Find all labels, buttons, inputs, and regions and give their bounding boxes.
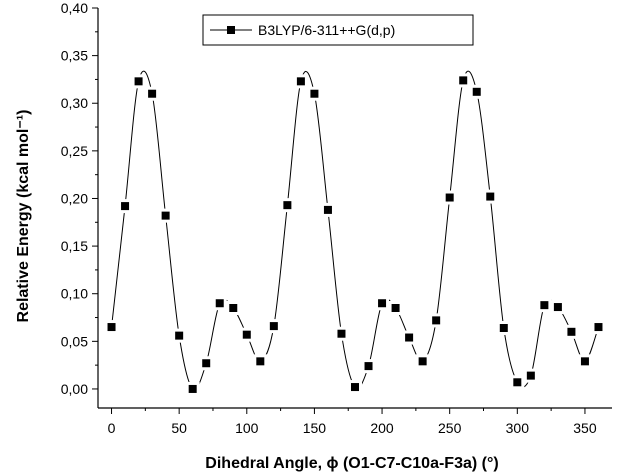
data-point: [107, 323, 116, 332]
y-tick-label: 0,20: [61, 190, 88, 206]
data-point: [121, 202, 130, 211]
data-point: [445, 193, 454, 202]
data-points: [104, 73, 606, 396]
data-point: [486, 192, 495, 201]
data-point: [378, 299, 387, 308]
x-axis: 0 50 100 150 200 250 300 350: [108, 408, 597, 436]
data-point: [323, 205, 332, 214]
data-point: [499, 324, 508, 332]
data-point: [405, 333, 414, 342]
data-point: [148, 89, 157, 98]
data-point: [540, 301, 549, 310]
data-point: [175, 331, 184, 340]
data-point: [351, 383, 359, 392]
y-tick-label: 0,30: [61, 95, 88, 111]
y-tick-label: 0,10: [61, 286, 88, 302]
x-tick-label: 150: [303, 420, 327, 436]
data-point: [188, 384, 197, 393]
fitted-curve: [111, 70, 599, 391]
data-point: [594, 323, 603, 332]
data-point: [242, 330, 251, 339]
data-point: [459, 76, 468, 85]
data-point: [161, 211, 170, 220]
legend-label: B3LYP/6-311++G(d,p): [258, 22, 395, 38]
y-tick-label: 0,35: [61, 48, 88, 64]
data-point: [215, 299, 224, 308]
y-tick-label: 0,00: [61, 381, 88, 397]
data-point: [134, 77, 143, 86]
data-point: [580, 357, 589, 366]
y-axis: 0,00 0,05 0,10 0,15 0,20 0,25 0,30 0,35 0,40: [61, 0, 98, 397]
data-point: [567, 327, 576, 336]
data-point: [391, 304, 400, 312]
data-point: [310, 89, 319, 98]
data-point: [553, 303, 562, 312]
data-point: [432, 316, 441, 325]
data-point: [418, 357, 427, 366]
x-tick-label: 250: [438, 420, 462, 436]
legend-marker: [227, 26, 235, 34]
series-line: [111, 70, 599, 391]
data-point: [283, 201, 292, 210]
data-point: [513, 378, 522, 387]
x-tick-label: 100: [235, 420, 259, 436]
plot-area: [97, 8, 612, 409]
y-tick-label: 0,05: [61, 333, 88, 349]
data-point: [256, 357, 265, 366]
y-tick-label: 0,25: [61, 143, 88, 159]
x-tick-label: 350: [573, 420, 597, 436]
y-axis-title: Relative Energy (kcal mol⁻¹): [15, 110, 32, 323]
y-tick-label: 0,15: [61, 238, 88, 254]
data-point: [229, 304, 238, 312]
data-point: [202, 359, 211, 368]
x-tick-label: 200: [370, 420, 394, 436]
x-axis-title: Dihedral Angle, ϕ (O1-C7-C10a-F3a) (°): [205, 455, 498, 472]
data-point: [337, 329, 346, 338]
data-point: [364, 362, 373, 371]
x-tick-label: 0: [108, 420, 116, 436]
data-point: [526, 371, 535, 380]
legend: B3LYP/6-311++G(d,p): [202, 14, 474, 46]
data-point: [296, 77, 305, 86]
x-tick-label: 300: [506, 420, 530, 436]
data-point: [269, 322, 278, 331]
x-tick-label: 50: [171, 420, 187, 436]
data-point: [472, 87, 481, 96]
y-tick-label: 0,40: [61, 0, 88, 16]
